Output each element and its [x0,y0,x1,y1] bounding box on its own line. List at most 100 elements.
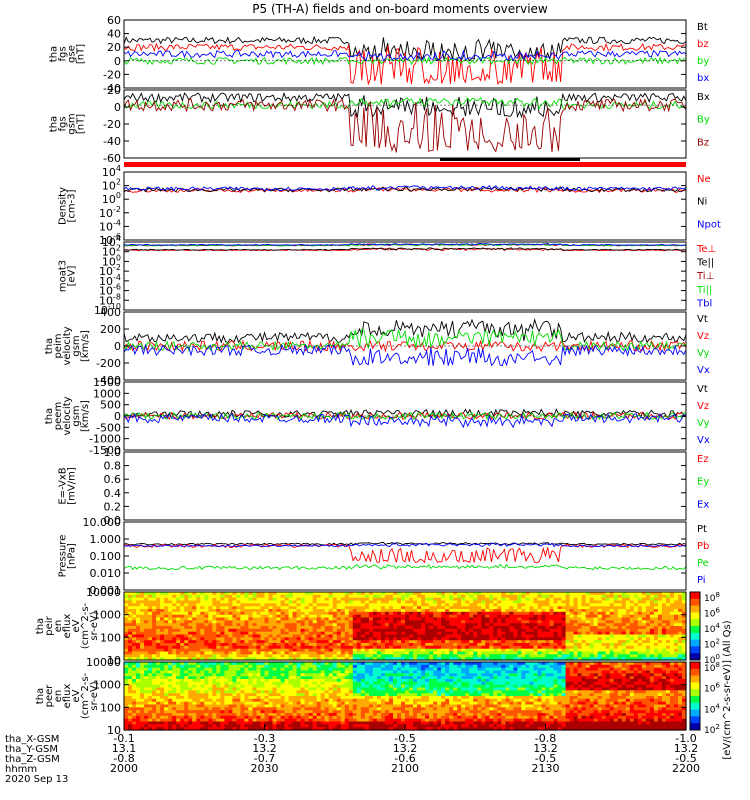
spectrogram-cell [132,727,137,731]
spectrogram-cell [180,643,185,647]
spectrogram-cell [208,609,213,613]
spectrogram-cell [417,651,422,655]
spectrogram-cell [276,673,282,677]
spectrogram-cell [288,684,294,689]
spectrogram-cell [148,597,153,602]
spectrogram-cell [312,594,318,599]
spectrogram-cell [304,603,310,607]
spectrogram-cell [469,628,474,633]
spectrogram-cell [537,657,543,661]
spectrogram-cell [216,670,221,674]
spectrogram-cell [208,724,213,728]
spectrogram-cell [489,620,494,624]
spectrogram-cell [593,614,599,619]
spectrogram-cell [525,628,530,633]
spectrogram-cell [525,634,530,638]
spectrogram-cell [332,631,338,636]
spectrogram-cell [268,704,274,708]
spectrogram-cell [196,667,201,672]
spectrogram-cell [208,670,213,674]
spectrogram-cell [661,634,667,638]
spectrogram-cell [529,657,534,661]
spectrogram-cell [176,664,181,669]
spectrogram-cell [168,690,173,694]
spectrogram-cell [180,713,185,717]
spectrogram-cell [132,664,137,669]
spectrogram-cell [184,693,189,697]
spectrogram-cell [164,684,169,689]
spectrogram-cell [216,603,221,607]
spectrogram-cell [453,654,458,658]
spectrogram-cell [433,637,438,641]
spectrogram-cell [453,592,458,596]
spectrogram-cell [569,606,575,610]
spectrogram-cell [549,594,555,599]
spectrogram-cell [449,640,454,644]
spectrogram-cell [477,643,482,647]
spectrogram-cell [413,611,418,616]
spectrogram-cell [312,713,318,717]
spectrogram-cell [264,594,270,599]
spectrogram-cell [220,623,225,627]
spectrogram-cell [308,600,314,604]
spectrogram-cell [300,684,306,689]
spectrogram-cell [501,654,506,658]
spectrogram-cell [188,609,193,613]
spectrogram-cell [332,606,338,610]
spectrogram-cell [200,662,205,666]
spectrogram-cell [517,606,522,610]
spectrogram-cell [308,664,314,669]
spectrogram-cell [421,631,426,636]
spectrogram-cell [497,654,502,658]
spectrogram-cell [509,611,514,616]
spectrogram-cell [284,645,290,650]
spectrogram-cell [208,592,213,596]
spectrogram-cell [489,594,494,599]
spectrogram-cell [232,594,237,599]
spectrogram-cell [304,687,310,691]
spectrogram-cell [565,609,571,613]
spectrogram-cell [368,651,374,655]
spectrogram-cell [208,620,213,624]
spectrogram-cell [376,600,382,604]
spectrogram-cell [220,606,225,610]
spectrogram-cell [192,617,197,621]
spectrogram-cell [152,651,157,655]
spectrogram-cell [224,648,229,653]
spectrogram-cell [316,721,322,725]
spectrogram-cell [148,651,153,655]
spectrogram-cell [216,710,221,714]
spectrogram-cell [128,628,133,633]
spectrogram-cell [533,614,539,619]
spectrogram-cell [208,662,213,666]
spectrogram-cell [565,645,571,650]
spectrogram-cell [292,592,298,596]
spectrogram-cell [541,620,547,624]
spectrogram-cell [380,645,386,650]
spectrogram-cell [208,664,213,669]
spectrogram-cell [653,634,659,638]
spectrogram-cell [545,657,551,661]
spectrogram-cell [160,637,165,641]
spectrogram-cell [308,634,314,638]
spectrogram-cell [212,631,217,636]
spectrogram-cell [232,592,237,596]
spectrogram-cell [256,628,262,633]
spectrogram-cell [348,617,354,621]
spectrogram-cell [425,603,430,607]
spectrogram-cell [208,673,213,677]
spectrogram-cell [513,614,518,619]
spectrogram-cell [501,614,506,619]
spectrogram-cell [132,681,137,686]
spectrogram-cell [128,623,133,627]
spectrogram-cell [453,628,458,633]
spectrogram-cell [529,651,534,655]
spectrogram-cell [296,690,302,694]
spectrogram-cell [661,606,667,610]
spectrogram-cell [505,611,510,616]
spectrogram-cell [633,634,639,638]
spectrogram-cell [645,634,651,638]
spectrogram-cell [220,667,225,672]
spectrogram-cell [669,628,675,633]
spectrogram-cell [340,684,346,689]
